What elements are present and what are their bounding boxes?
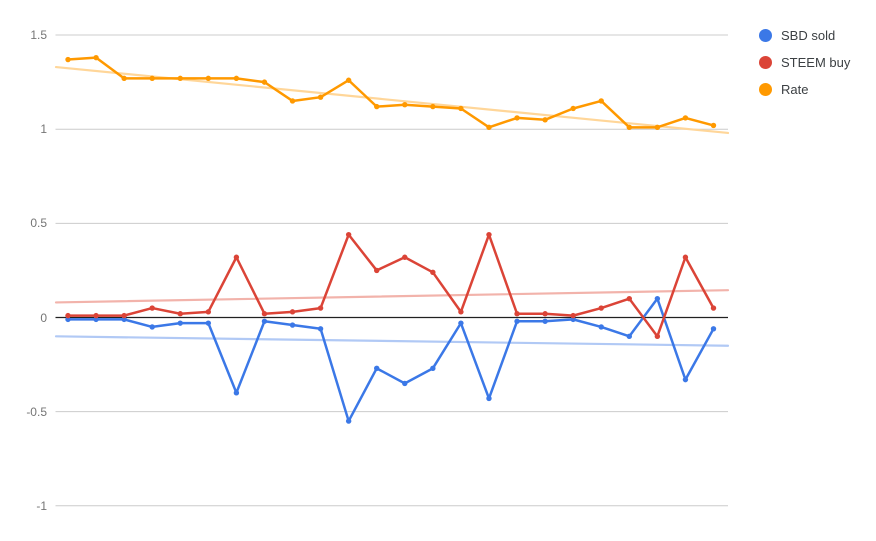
rate-circle-icon <box>759 82 772 96</box>
legend-label-sbd-sold: SBD sold <box>781 27 836 43</box>
chart-legend: SBD sold STEEM buy Rate <box>759 28 850 109</box>
y-axis-tick-0.5: 0.5 <box>30 216 47 231</box>
legend-label-steem-buy: STEEM buy <box>781 54 851 70</box>
legend-item-sbd-sold[interactable]: SBD sold <box>759 27 850 43</box>
legend-label-rate: Rate <box>781 81 809 97</box>
y-axis-tick--1: -1 <box>36 498 47 513</box>
sbd-sold-circle-icon <box>759 28 772 42</box>
legend-item-steem-buy[interactable]: STEEM buy <box>759 54 851 70</box>
legend-item-rate[interactable]: Rate <box>759 81 850 97</box>
y-axis-tick--0.5: -0.5 <box>26 404 47 419</box>
y-axis-tick-1.5: 1.5 <box>30 28 47 43</box>
y-axis-tick-0: 0 <box>40 310 47 325</box>
y-axis-tick-1: 1 <box>40 122 47 137</box>
steem-buy-circle-icon <box>759 55 772 69</box>
